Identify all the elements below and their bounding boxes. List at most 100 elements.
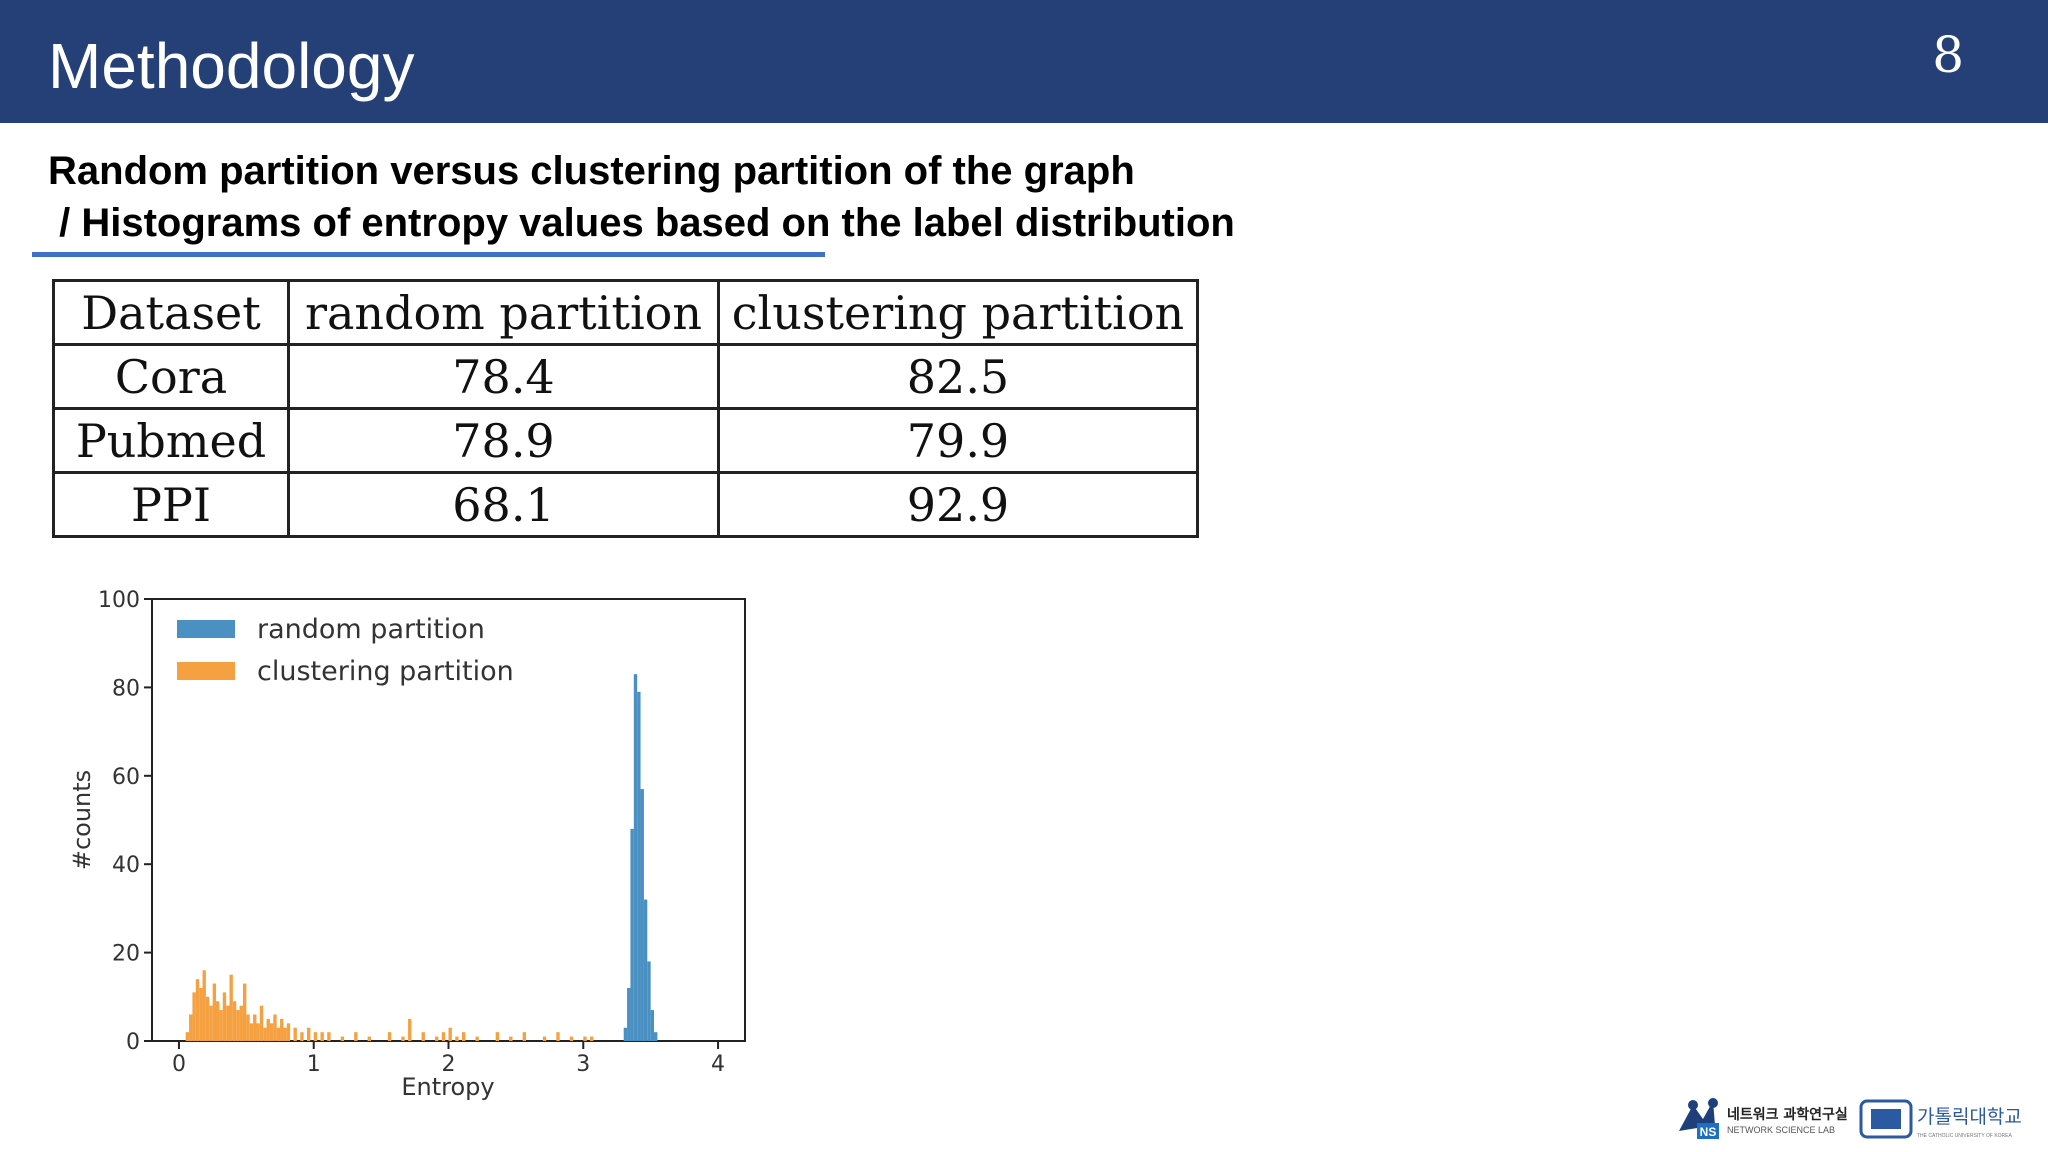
clustering-partition-bar bbox=[226, 1005, 230, 1041]
clustering-partition-bar bbox=[263, 1027, 267, 1041]
clustering-partition-bar bbox=[387, 1032, 392, 1041]
random-partition-bar bbox=[623, 1027, 628, 1041]
clustering-partition-bar bbox=[222, 992, 227, 1041]
table-row: Pubmed 78.9 79.9 bbox=[52, 407, 1199, 474]
legend-label: clustering partition bbox=[257, 656, 514, 687]
legend-label: random partition bbox=[257, 614, 485, 645]
clustering-partition-bar bbox=[280, 1018, 284, 1041]
clustering-partition-bar bbox=[286, 1023, 291, 1041]
clustering-partition-bar bbox=[300, 1032, 304, 1041]
y-tick-label: 40 bbox=[112, 853, 140, 878]
clustering-partition-bar bbox=[320, 1032, 324, 1041]
random-partition-bar bbox=[640, 789, 644, 1041]
y-axis-label: #counts bbox=[68, 770, 96, 870]
legend-swatch bbox=[177, 620, 235, 638]
histogram-bars bbox=[185, 674, 658, 1041]
clustering-partition-bar bbox=[185, 1032, 190, 1041]
clustering-partition-bar bbox=[455, 1036, 459, 1041]
x-axis-ticks: 0 1 2 3 4 bbox=[172, 1041, 725, 1077]
table-header-cell: Dataset bbox=[52, 279, 290, 346]
random-partition-bar bbox=[627, 987, 631, 1041]
clustering-partition-bar bbox=[253, 1014, 257, 1041]
clustering-partition-bar bbox=[542, 1036, 547, 1041]
clustering-partition-bar bbox=[219, 1010, 223, 1041]
university-name-en: THE CATHOLIC UNIVERSITY OF KOREA bbox=[1917, 1133, 2012, 1139]
header-bar: Methodology 8 bbox=[0, 0, 2048, 123]
random-partition-bar bbox=[643, 899, 648, 1041]
subtitle-underline bbox=[32, 252, 825, 257]
clustering-partition-bar bbox=[475, 1036, 479, 1041]
university-logo: 가톨릭대학교 THE CATHOLIC UNIVERSITY OF KOREA bbox=[1859, 1099, 2022, 1139]
table-cell: 82.5 bbox=[717, 343, 1199, 410]
clustering-partition-bar bbox=[269, 1023, 274, 1041]
y-tick-label: 0 bbox=[126, 1030, 140, 1055]
random-partition-bar bbox=[650, 1010, 655, 1041]
x-tick-label: 3 bbox=[576, 1052, 590, 1077]
clustering-partition-bar bbox=[199, 987, 203, 1041]
random-partition-bar bbox=[630, 828, 634, 1041]
subtitle-line-1: Random partition versus clustering parti… bbox=[48, 149, 1135, 193]
clustering-partition-bar bbox=[236, 1010, 240, 1041]
clustering-partition-bar bbox=[276, 1027, 281, 1041]
clustering-partition-bar bbox=[569, 1036, 574, 1041]
entropy-histogram: 0 1 2 3 4 0 20 40 60 80 100 Entropy #counts rando… bbox=[68, 588, 746, 1101]
y-tick-label: 20 bbox=[112, 942, 140, 967]
chart-legend: random partition clustering partition bbox=[177, 614, 514, 687]
table-cell: 79.9 bbox=[717, 407, 1199, 474]
nslab-name-en: NETWORK SCIENCE LAB bbox=[1727, 1125, 1835, 1135]
x-tick-label: 1 bbox=[307, 1052, 321, 1077]
clustering-partition-bar bbox=[283, 1027, 287, 1041]
clustering-partition-bar bbox=[448, 1027, 452, 1041]
clustering-partition-bar bbox=[266, 1018, 270, 1041]
clustering-partition-bar bbox=[195, 979, 200, 1041]
table-header-row: Dataset random partition clustering part… bbox=[52, 279, 1199, 346]
random-partition-bar bbox=[647, 961, 651, 1041]
clustering-partition-bar bbox=[232, 1001, 237, 1041]
clustering-partition-bar bbox=[209, 1005, 213, 1041]
clustering-partition-bar bbox=[202, 970, 206, 1041]
table-cell: Cora bbox=[52, 343, 290, 410]
clustering-partition-bar bbox=[495, 1032, 500, 1041]
page-title: Methodology bbox=[48, 30, 415, 102]
clustering-partition-bar bbox=[367, 1036, 372, 1041]
table-cell: Pubmed bbox=[52, 407, 290, 474]
x-tick-label: 2 bbox=[442, 1052, 456, 1077]
table-cell: PPI bbox=[52, 471, 290, 538]
clustering-partition-bar bbox=[583, 1036, 587, 1041]
clustering-partition-bar bbox=[246, 1014, 250, 1041]
university-name-ko: 가톨릭대학교 bbox=[1917, 1106, 2022, 1128]
clustering-partition-bar bbox=[354, 1032, 358, 1041]
table-header-cell: clustering partition bbox=[717, 279, 1199, 346]
clustering-partition-bar bbox=[256, 1023, 260, 1041]
clustering-partition-bar bbox=[242, 983, 247, 1041]
clustering-partition-bar bbox=[293, 1027, 297, 1041]
clustering-partition-bar bbox=[212, 983, 217, 1041]
page-number: 8 bbox=[1932, 26, 1964, 84]
nslab-name-ko: 네트워크 과학연구실 bbox=[1727, 1107, 1848, 1123]
clustering-partition-bar bbox=[441, 1032, 446, 1041]
clustering-partition-bar bbox=[327, 1032, 331, 1041]
ns-badge: NS bbox=[1700, 1125, 1717, 1139]
clustering-partition-bar bbox=[461, 1032, 466, 1041]
y-tick-label: 80 bbox=[112, 676, 140, 701]
clustering-partition-bar bbox=[408, 1018, 412, 1041]
clustering-partition-bar bbox=[273, 1014, 277, 1041]
subtitle-line-2: / Histograms of entropy values based on … bbox=[48, 201, 1235, 245]
clustering-partition-bar bbox=[556, 1032, 560, 1041]
footer-logos: NS 네트워크 과학연구실 NETWORK SCIENCE LAB 가톨릭대학교… bbox=[1679, 1098, 2022, 1139]
random-partition-bar bbox=[633, 674, 638, 1041]
slide-subtitle: Random partition versus clustering parti… bbox=[48, 145, 1235, 249]
clustering-partition-bar bbox=[522, 1032, 526, 1041]
table-cell: 68.1 bbox=[287, 471, 720, 538]
table-cell: 78.4 bbox=[287, 343, 720, 410]
clustering-partition-bar bbox=[259, 1005, 264, 1041]
x-axis-label: Entropy bbox=[401, 1073, 494, 1101]
clustering-partition-bar bbox=[509, 1036, 513, 1041]
clustering-partition-bar bbox=[239, 1005, 243, 1041]
table-header-cell: random partition bbox=[287, 279, 720, 346]
clustering-partition-bar bbox=[435, 1036, 439, 1041]
clustering-partition-bar bbox=[313, 1032, 318, 1041]
table-row: Cora 78.4 82.5 bbox=[52, 343, 1199, 410]
random-partition-bar bbox=[654, 1032, 658, 1041]
clustering-partition-bar bbox=[189, 1014, 193, 1041]
